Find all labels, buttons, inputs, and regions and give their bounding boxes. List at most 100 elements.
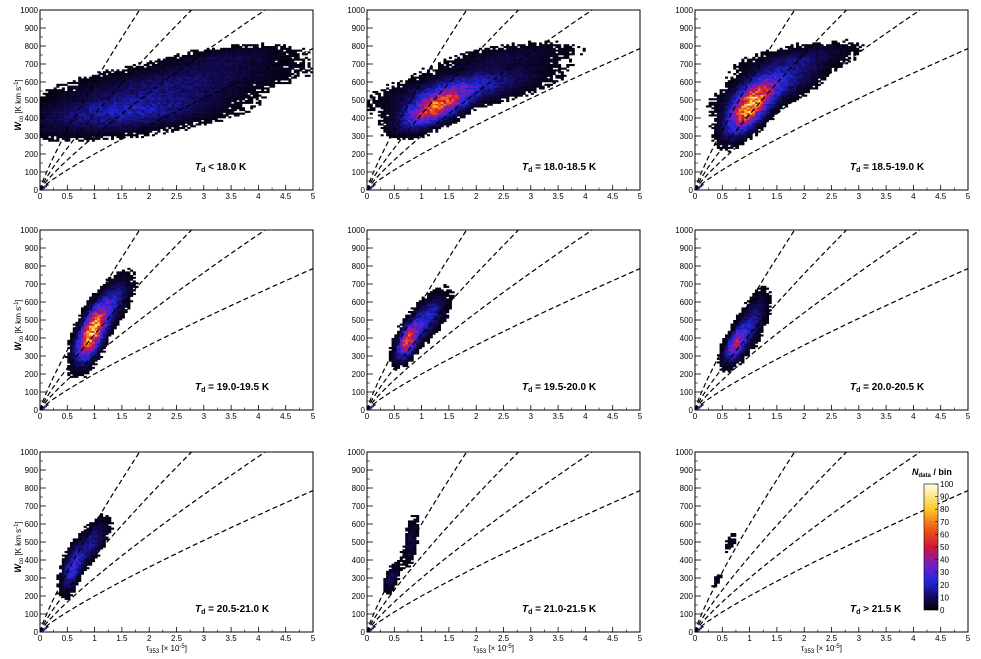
- heatmap-cell: [119, 76, 123, 79]
- heatmap-cell: [203, 100, 207, 103]
- heatmap-cell: [222, 91, 226, 94]
- heatmap-cell: [407, 87, 411, 90]
- heatmap-cell: [149, 128, 153, 131]
- heatmap-cell: [244, 69, 248, 72]
- heatmap-cell: [310, 67, 314, 70]
- heatmap-cell: [179, 96, 183, 99]
- heatmap-cell: [427, 110, 431, 113]
- heatmap-cell: [110, 74, 115, 77]
- heatmap-cell: [394, 100, 398, 103]
- heatmap-cell: [176, 60, 180, 63]
- heatmap-cell: [225, 82, 229, 85]
- heatmap-cell: [132, 116, 136, 119]
- heatmap-cell: [416, 116, 420, 119]
- heatmap-cell: [266, 74, 270, 77]
- heatmap-cell: [427, 96, 431, 99]
- heatmap-cell: [184, 69, 188, 72]
- heatmap-cell: [440, 101, 444, 104]
- heatmap-cell: [119, 118, 123, 121]
- heatmap-cell: [252, 55, 256, 58]
- heatmap-cell: [171, 119, 175, 122]
- heatmap-cell: [418, 125, 422, 128]
- heatmap-cell: [233, 94, 237, 97]
- heatmap-cell: [173, 64, 177, 67]
- heatmap-cell: [435, 107, 439, 110]
- heatmap-cell: [86, 109, 90, 112]
- heatmap-cell: [116, 110, 120, 113]
- heatmap-cell: [45, 114, 49, 117]
- heatmap-cell: [173, 73, 177, 76]
- heatmap-cell: [75, 85, 79, 88]
- heatmap-cell: [48, 121, 52, 124]
- heatmap-cell: [222, 83, 226, 86]
- heatmap-cell: [462, 83, 466, 86]
- heatmap-cell: [492, 60, 496, 63]
- heatmap-cell: [119, 127, 123, 130]
- heatmap-cell: [121, 109, 125, 112]
- heatmap-cell: [383, 121, 387, 124]
- heatmap-cell: [369, 94, 373, 97]
- heatmap-cell: [203, 67, 207, 70]
- heatmap-cell: [119, 74, 123, 77]
- heatmap-cell: [105, 114, 109, 117]
- heatmap-cell: [418, 98, 422, 101]
- heatmap-cell: [272, 83, 276, 86]
- heatmap-cell: [299, 58, 303, 61]
- heatmap-cell: [64, 110, 68, 113]
- heatmap-cell: [418, 121, 422, 124]
- heatmap-cell: [391, 87, 395, 90]
- heatmap-cell: [146, 71, 150, 74]
- heatmap-cell: [500, 44, 504, 47]
- heatmap-cell: [50, 132, 54, 135]
- heatmap-cell: [487, 74, 491, 77]
- heatmap-cell: [263, 46, 267, 49]
- heatmap-cell: [61, 98, 65, 101]
- heatmap-cell: [61, 123, 65, 126]
- heatmap-cell: [80, 109, 84, 112]
- heatmap-cell: [45, 110, 49, 113]
- heatmap-cell: [198, 51, 202, 54]
- heatmap-cell: [97, 94, 101, 97]
- heatmap-cell: [201, 58, 205, 61]
- heatmap-cell: [225, 71, 229, 74]
- heatmap-cell: [388, 105, 392, 108]
- heatmap-cell: [206, 78, 210, 81]
- heatmap-cell: [367, 101, 371, 104]
- x-tick-label: 1.5: [116, 192, 128, 201]
- heatmap-cell: [448, 87, 452, 90]
- heatmap-cell: [105, 74, 109, 77]
- heatmap-cell: [233, 85, 237, 88]
- heatmap-cell: [192, 49, 196, 52]
- heatmap-cell: [119, 123, 123, 126]
- heatmap-cell: [160, 91, 164, 94]
- heatmap-cell: [184, 67, 188, 70]
- heatmap-cell: [121, 103, 125, 106]
- heatmap-cell: [481, 55, 485, 58]
- heatmap-cell: [285, 76, 289, 79]
- heatmap-cell: [181, 76, 185, 79]
- heatmap-cell: [45, 112, 49, 115]
- heatmap-cell: [244, 87, 248, 90]
- heatmap-cell: [110, 94, 115, 97]
- heatmap-cell: [397, 85, 401, 88]
- heatmap-cell: [500, 96, 504, 99]
- heatmap-cell: [432, 105, 436, 108]
- heatmap-cell: [244, 74, 248, 77]
- heatmap-cell: [91, 87, 95, 90]
- heatmap-cell: [495, 55, 499, 58]
- heatmap-cell: [83, 128, 87, 131]
- heatmap-cell: [157, 89, 161, 92]
- heatmap-cell: [124, 112, 128, 115]
- heatmap-cell: [138, 91, 142, 94]
- heatmap-cell: [266, 83, 270, 86]
- heatmap-cell: [138, 73, 142, 76]
- heatmap-cell: [399, 92, 403, 95]
- heatmap-cell: [102, 80, 106, 83]
- heatmap-cell: [397, 125, 401, 128]
- heatmap-cell: [78, 100, 82, 103]
- heatmap-cell: [511, 73, 515, 76]
- heatmap-cell: [141, 91, 145, 94]
- heatmap-cell: [130, 78, 134, 81]
- heatmap-cell: [432, 76, 436, 79]
- heatmap-cell: [421, 67, 425, 70]
